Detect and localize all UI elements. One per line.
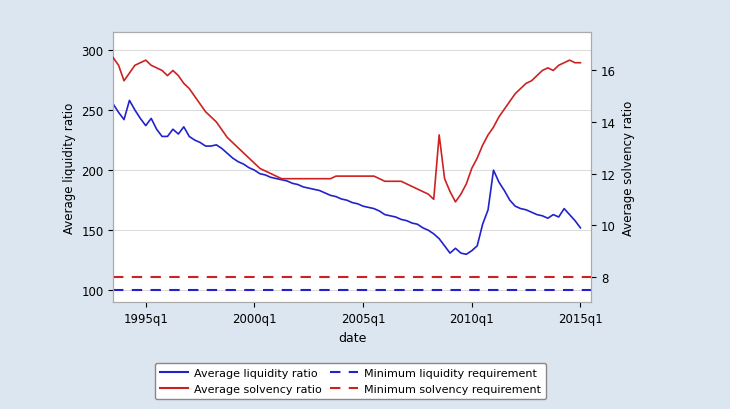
Legend: Average liquidity ratio, Average solvency ratio, Minimum liquidity requirement, : Average liquidity ratio, Average solvenc… (155, 363, 546, 399)
Y-axis label: Average liquidity ratio: Average liquidity ratio (63, 102, 76, 233)
X-axis label: date: date (338, 331, 366, 344)
Y-axis label: Average solvency ratio: Average solvency ratio (621, 100, 634, 235)
